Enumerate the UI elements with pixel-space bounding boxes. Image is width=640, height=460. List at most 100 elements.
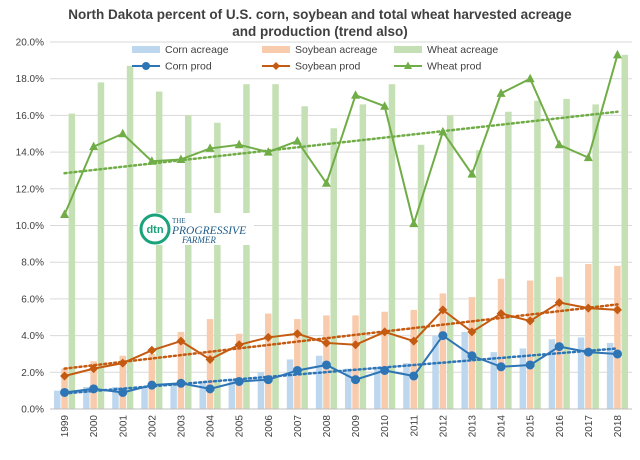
legend-swatch: [262, 46, 290, 53]
logo-line3: FARMER: [181, 235, 216, 245]
bar: [199, 381, 206, 409]
bar: [112, 386, 119, 409]
y-tick-label: 0.0%: [21, 405, 44, 416]
bar: [352, 315, 359, 409]
y-tick-label: 12.0%: [16, 184, 44, 195]
y-tick-label: 16.0%: [16, 111, 44, 122]
point: [321, 360, 331, 370]
legend-swatch: [132, 46, 160, 53]
bar: [315, 355, 323, 409]
bar: [534, 100, 541, 409]
point: [612, 349, 622, 359]
x-tick-label: 2014: [497, 415, 508, 438]
point: [351, 340, 361, 350]
y-tick-label: 6.0%: [21, 294, 44, 305]
point: [612, 305, 622, 315]
point: [147, 345, 157, 355]
logo-line2: PROGRESSIVE: [171, 225, 246, 237]
point: [467, 351, 477, 361]
legend-label: Wheat prod: [427, 61, 481, 73]
point: [89, 384, 99, 394]
legend-label: Soybean acreage: [295, 44, 377, 56]
x-tick-label: 2013: [467, 415, 478, 438]
point: [496, 362, 506, 372]
logo-mark: dtn: [146, 224, 163, 236]
bar: [126, 65, 134, 409]
point: [380, 327, 390, 337]
point: [292, 136, 302, 145]
legend-label: Corn prod: [165, 61, 212, 73]
trend-line: [63, 347, 619, 395]
point: [554, 139, 564, 149]
point: [438, 331, 448, 341]
legend-label: Wheat acreage: [427, 44, 498, 56]
bar: [68, 113, 76, 409]
point: [351, 375, 361, 385]
y-tick-label: 14.0%: [16, 148, 44, 159]
bar: [206, 319, 214, 409]
y-tick-label: 2.0%: [21, 368, 44, 379]
marker-layer: [60, 49, 622, 397]
point: [409, 336, 419, 346]
legend: Corn acreage Soybean acreage Wheat acreage…: [132, 44, 498, 73]
point: [404, 61, 412, 69]
bar: [330, 128, 337, 409]
trend-layer: [63, 110, 619, 395]
point: [234, 340, 244, 350]
point: [438, 305, 448, 315]
chart-title-line1: North Dakota percent of U.S. corn, soybe…: [68, 7, 572, 22]
point: [554, 298, 564, 308]
x-tick-label: 2007: [293, 415, 304, 438]
bar: [490, 352, 497, 409]
point: [147, 380, 157, 390]
point: [118, 358, 128, 368]
point: [583, 347, 593, 357]
x-tick-label: 1999: [60, 415, 71, 438]
point: [89, 364, 99, 374]
point: [612, 49, 622, 59]
bar: [97, 82, 105, 410]
point: [263, 332, 273, 342]
bar: [577, 337, 585, 409]
point: [321, 178, 331, 187]
bar: [563, 98, 570, 409]
point: [525, 316, 535, 326]
point: [263, 375, 273, 385]
point: [89, 141, 99, 151]
dtn-progressive-farmer-logo: dtn THE PROGRESSIVE FARMER: [138, 213, 254, 245]
point: [467, 327, 477, 337]
bar: [417, 144, 425, 409]
point: [496, 88, 506, 97]
bar: [446, 115, 454, 410]
bar: [505, 111, 512, 409]
legend-swatch: [394, 46, 422, 53]
x-tick-label: 2006: [264, 415, 275, 438]
bar: [519, 348, 527, 409]
point: [467, 169, 477, 178]
x-tick-label: 2009: [351, 415, 362, 438]
y-tick-label: 18.0%: [16, 74, 44, 85]
bar: [381, 311, 388, 409]
point: [60, 387, 70, 397]
point: [351, 90, 361, 99]
y-tick-label: 10.0%: [16, 221, 44, 232]
bar: [243, 84, 250, 409]
bar-layer: [54, 54, 628, 410]
point: [142, 62, 150, 70]
point: [554, 342, 564, 352]
logo-ring: [139, 213, 171, 245]
grid-lines: [50, 41, 632, 373]
bar: [177, 331, 185, 409]
y-tick-label: 4.0%: [21, 331, 44, 342]
bar: [286, 359, 294, 409]
series-line: [64, 301, 618, 377]
trend-line: [63, 303, 619, 370]
bar: [235, 333, 243, 409]
bar: [214, 122, 221, 410]
y-tick-label: 20.0%: [16, 38, 44, 49]
bar: [155, 91, 163, 410]
point: [380, 101, 390, 110]
x-tick-label: 2008: [322, 415, 333, 438]
